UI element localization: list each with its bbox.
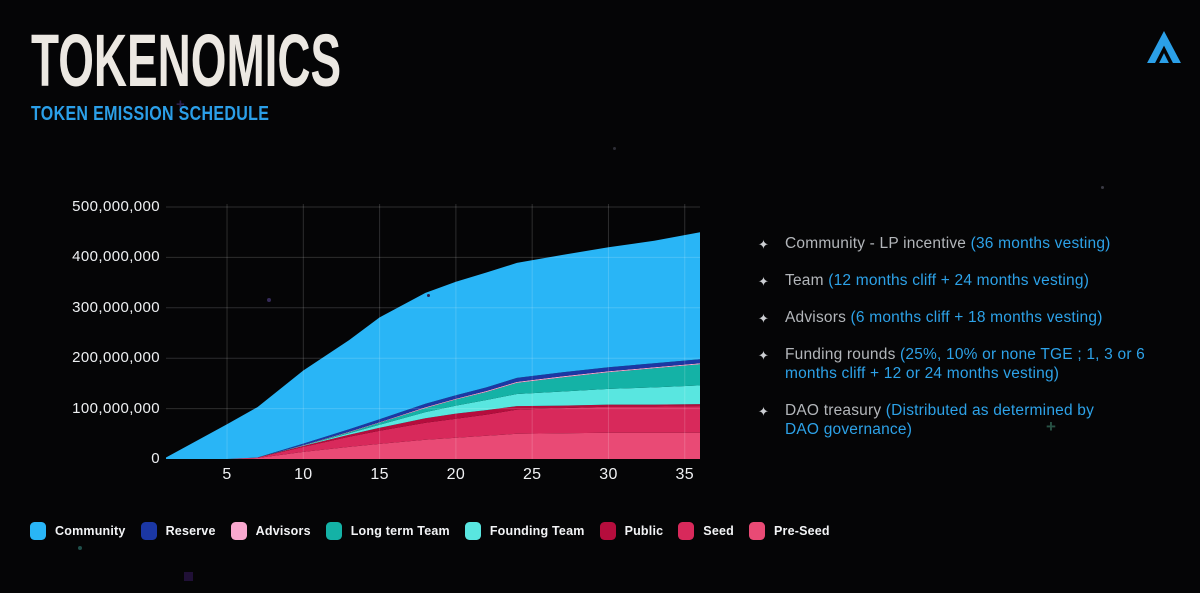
legend-label: Long term Team — [350, 524, 450, 538]
legend-label: Pre-Seed — [773, 524, 830, 538]
bullet-label: Advisors — [785, 309, 851, 326]
y-tick-label: 0 — [151, 450, 160, 467]
bullet-item: ✦ DAO treasury (Distributed as determined… — [758, 401, 1160, 439]
y-tick-label: 200,000,000 — [72, 349, 160, 367]
legend-swatch-icon — [464, 522, 481, 540]
bullet-detail: (12 months cliff + 24 months vesting) — [828, 272, 1090, 289]
legend-item-seed: Seed — [678, 522, 734, 540]
legend-label: Public — [624, 524, 664, 538]
bullet-detail: (25%, 10% or none TGE ; 1, 3 or 6 months… — [785, 346, 1146, 382]
legend-item-community: Community — [30, 522, 126, 540]
x-tick-label: 5 — [222, 466, 232, 483]
area-advisors — [166, 363, 700, 459]
decoration-square — [184, 572, 193, 581]
decoration-dot — [613, 147, 616, 150]
legend-item-reserve: Reserve — [140, 522, 216, 540]
legend-item-long-term-team: Long term Team — [325, 522, 450, 540]
legend-swatch-icon — [748, 522, 765, 540]
area-pre-seed — [166, 432, 700, 459]
decoration-dot — [427, 294, 430, 297]
bullet-detail: (36 months vesting) — [970, 235, 1111, 252]
page-subtitle: TOKEN EMISSION SCHEDULE — [31, 103, 270, 125]
bullet-label: Community - LP incentive — [785, 235, 971, 252]
decoration-dot — [78, 546, 82, 550]
legend-item-founding-team: Founding Team — [464, 522, 585, 540]
bullet-list: ✦ Community - LP incentive (36 months ves… — [758, 234, 1160, 457]
bullet-item: ✦ Funding rounds (25%, 10% or none TGE ; … — [758, 345, 1160, 383]
area-public — [166, 404, 700, 459]
legend-label: Seed — [703, 524, 734, 538]
brand-logo-icon — [1147, 31, 1181, 63]
bullet-item: ✦ Team (12 months cliff + 24 months vesti… — [758, 271, 1160, 290]
y-tick-label: 500,000,000 — [72, 198, 160, 215]
legend-item-public: Public — [599, 522, 664, 540]
legend-label: Community — [55, 524, 126, 538]
legend-swatch-icon — [678, 522, 695, 540]
x-tick-label: 35 — [675, 466, 694, 483]
legend-label: Reserve — [165, 524, 216, 538]
area-seed — [166, 406, 700, 459]
area-long-term-team — [166, 364, 700, 459]
legend-swatch-icon — [325, 522, 342, 540]
legend-swatch-icon — [599, 522, 616, 540]
bullet-star-icon: ✦ — [758, 311, 770, 326]
area-community — [166, 232, 700, 459]
bullet-detail: (6 months cliff + 18 months vesting) — [850, 309, 1103, 326]
area-founding-team — [166, 385, 700, 459]
page-title: TOKENOMICS — [31, 19, 342, 102]
bullet-item: ✦ Community - LP incentive (36 months ves… — [758, 234, 1160, 253]
x-tick-label: 20 — [446, 466, 466, 483]
legend-item-advisors: Advisors — [230, 522, 311, 540]
bullet-star-icon: ✦ — [758, 404, 770, 419]
legend-swatch-icon — [140, 522, 157, 540]
legend-label: Advisors — [255, 524, 311, 538]
chart-legend: Community Reserve Advisors Long term Team Fo… — [30, 522, 830, 540]
bullet-label: DAO treasury — [785, 402, 886, 419]
y-tick-label: 300,000,000 — [72, 298, 160, 316]
legend-swatch-icon — [230, 522, 247, 540]
x-tick-label: 10 — [294, 466, 313, 483]
bullet-label: Funding rounds — [785, 346, 901, 363]
y-tick-label: 100,000,000 — [72, 399, 160, 417]
bullet-star-icon: ✦ — [758, 237, 770, 252]
decoration-dot — [267, 298, 271, 302]
x-tick-label: 25 — [522, 466, 542, 483]
bullet-label: Team — [785, 272, 829, 289]
bullet-detail: (Distributed as determined by DAO govern… — [785, 402, 1095, 438]
legend-swatch-icon — [30, 522, 46, 540]
legend-label: Founding Team — [489, 524, 585, 538]
legend-item-pre-seed: Pre-Seed — [748, 522, 830, 540]
decoration-dot — [1101, 186, 1104, 189]
bullet-item: ✦ Advisors (6 months cliff + 18 months ve… — [758, 308, 1160, 327]
y-tick-label: 400,000,000 — [72, 248, 160, 266]
bullet-star-icon: ✦ — [758, 348, 770, 363]
area-reserve — [166, 359, 700, 459]
bullet-star-icon: ✦ — [758, 274, 770, 289]
x-tick-label: 30 — [599, 466, 618, 483]
x-tick-label: 15 — [370, 466, 389, 483]
